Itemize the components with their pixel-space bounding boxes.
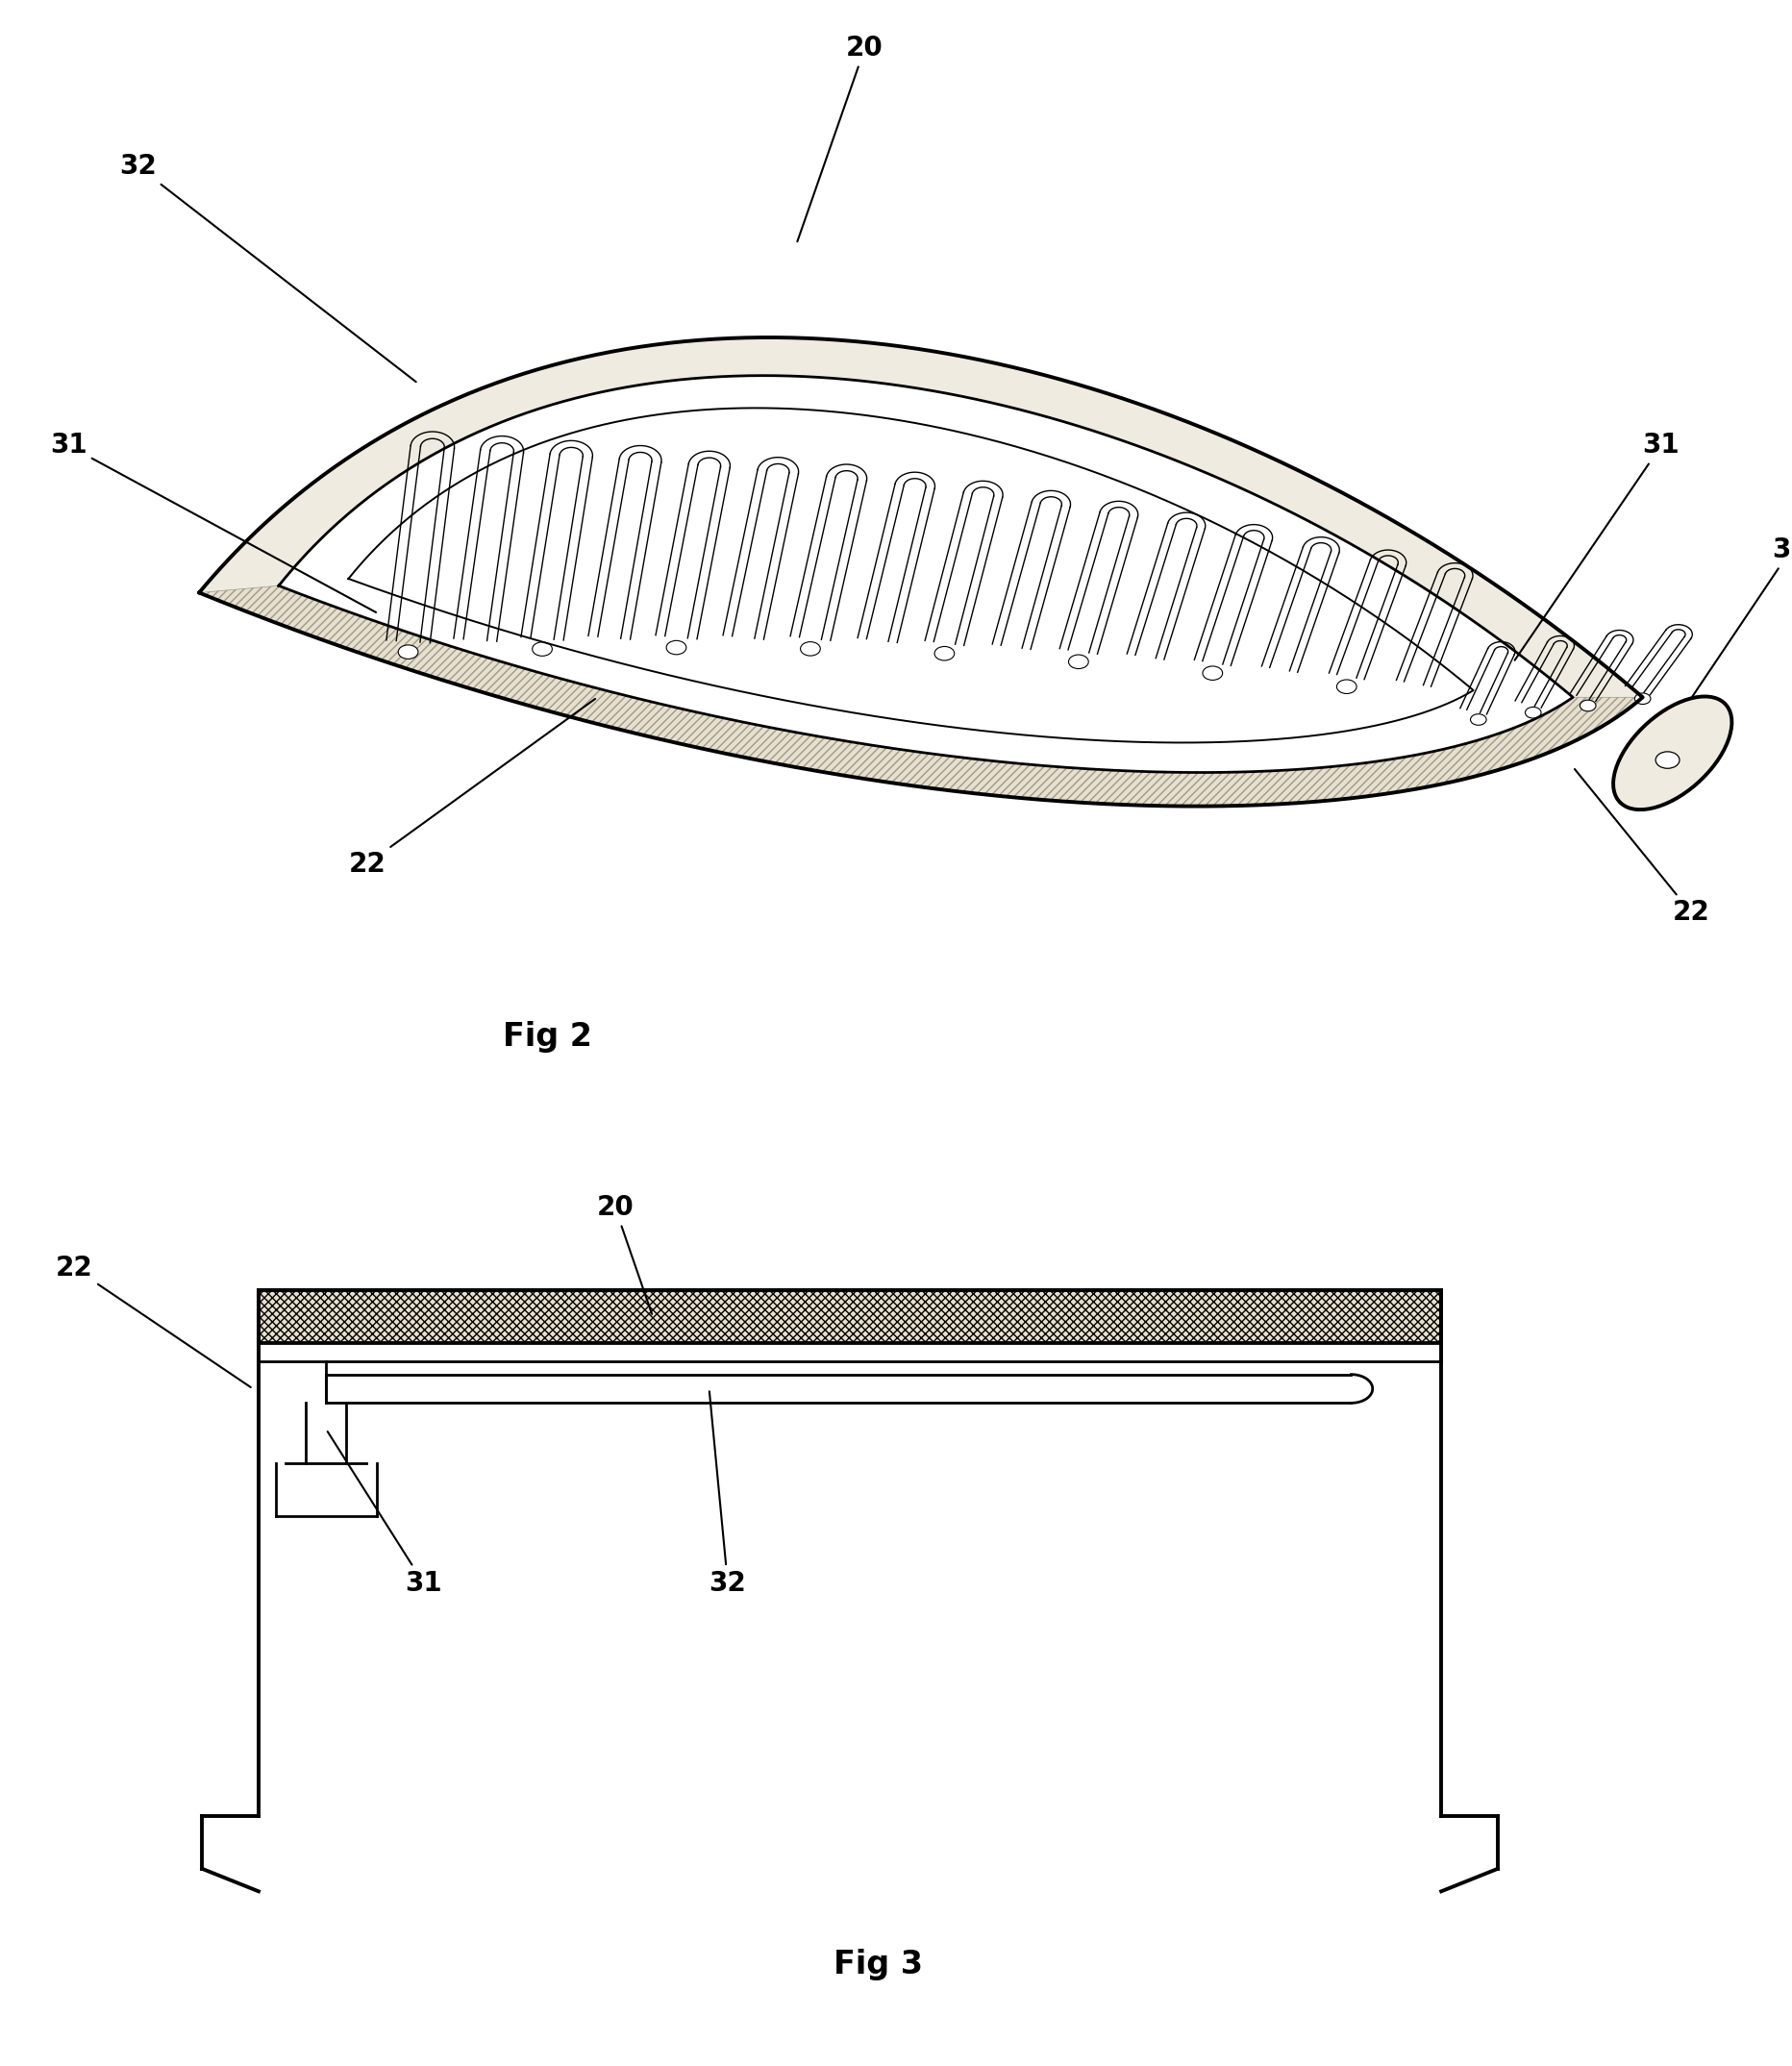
Text: 22: 22 [56,1254,251,1386]
Polygon shape [199,587,1643,806]
Circle shape [1656,752,1679,769]
Text: Fig 3: Fig 3 [833,1948,923,1981]
Circle shape [1337,680,1357,694]
Polygon shape [199,337,1643,806]
Circle shape [532,643,552,657]
Circle shape [934,647,955,661]
Circle shape [1581,700,1597,711]
Circle shape [667,640,686,655]
Circle shape [398,645,418,659]
Text: 22: 22 [1575,769,1710,926]
Text: 32: 32 [120,153,416,382]
Text: 31: 31 [50,432,376,612]
Text: 31: 31 [328,1432,443,1597]
Text: 33: 33 [1684,537,1792,709]
Text: 32: 32 [710,1390,747,1597]
Bar [258,1291,1441,1343]
Polygon shape [280,376,1573,773]
Circle shape [1202,665,1222,680]
Circle shape [1068,655,1088,669]
Polygon shape [348,407,1473,742]
Circle shape [801,643,821,655]
Circle shape [1634,692,1650,705]
Circle shape [1471,715,1486,725]
Text: 22: 22 [348,698,595,878]
Bar [258,1343,1441,1361]
Text: Fig 2: Fig 2 [504,1021,591,1054]
Circle shape [1525,707,1541,719]
Text: 20: 20 [597,1194,652,1314]
Ellipse shape [1613,696,1731,810]
Text: 31: 31 [1514,432,1679,661]
Text: 20: 20 [797,35,883,242]
